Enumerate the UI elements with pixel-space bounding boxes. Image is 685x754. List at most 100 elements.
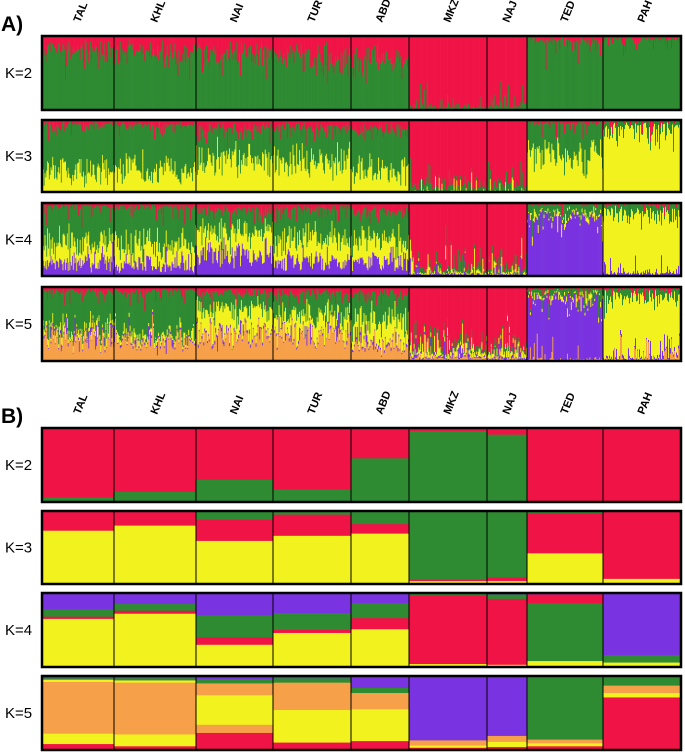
individual-bar-segment bbox=[60, 120, 63, 134]
individual-bar-segment bbox=[504, 120, 506, 187]
individual-bar-segment bbox=[228, 36, 230, 59]
individual-bar-segment bbox=[232, 36, 234, 61]
individual-bar-segment bbox=[513, 96, 515, 111]
individual-bar-segment bbox=[206, 203, 208, 215]
individual-bar-segment bbox=[369, 203, 371, 224]
individual-bar-segment bbox=[187, 269, 189, 277]
individual-bar-segment bbox=[116, 270, 119, 277]
individual-bar-segment bbox=[146, 237, 148, 256]
individual-bar-segment bbox=[574, 50, 577, 111]
individual-bar-segment bbox=[438, 36, 440, 109]
individual-bar-segment bbox=[221, 75, 223, 111]
individual-bar-segment bbox=[398, 210, 400, 225]
individual-bar-segment bbox=[259, 50, 261, 111]
individual-bar-segment bbox=[42, 169, 45, 193]
individual-bar-segment bbox=[326, 158, 329, 193]
individual-bar-segment bbox=[76, 123, 78, 180]
individual-bar-segment bbox=[624, 120, 626, 124]
individual-bar-segment bbox=[251, 203, 253, 215]
individual-bar-segment bbox=[248, 128, 250, 145]
individual-bar-segment bbox=[273, 244, 275, 257]
individual-bar-segment bbox=[465, 188, 467, 193]
individual-bar-segment bbox=[679, 122, 681, 125]
individual-bar-segment bbox=[340, 269, 343, 277]
individual-bar-segment bbox=[467, 180, 469, 192]
individual-bar-segment bbox=[72, 124, 74, 176]
individual-bar-segment bbox=[294, 51, 296, 111]
individual-bar-segment bbox=[426, 186, 428, 193]
individual-bar-segment bbox=[251, 129, 253, 164]
individual-bar-segment bbox=[205, 167, 207, 193]
individual-bar-segment bbox=[325, 203, 327, 207]
individual-bar-segment bbox=[574, 36, 577, 51]
individual-bar-segment bbox=[170, 124, 172, 159]
individual-bar-segment bbox=[623, 55, 625, 111]
individual-bar-segment bbox=[362, 259, 364, 277]
individual-bar-segment bbox=[323, 120, 325, 129]
individual-bar-segment bbox=[437, 187, 440, 192]
individual-bar-segment bbox=[57, 120, 59, 126]
individual-bar-segment bbox=[399, 62, 401, 111]
individual-bar-segment bbox=[392, 36, 394, 65]
individual-bar-segment bbox=[227, 148, 229, 160]
individual-bar-segment bbox=[564, 45, 566, 111]
individual-bar-segment bbox=[618, 126, 620, 193]
individual-bar-segment bbox=[149, 208, 151, 229]
individual-bar-segment bbox=[141, 178, 143, 193]
individual-bar-segment bbox=[362, 203, 364, 211]
individual-bar-segment bbox=[167, 67, 170, 111]
individual-bar-segment bbox=[235, 120, 237, 131]
individual-bar-segment bbox=[251, 163, 253, 193]
individual-bar-segment bbox=[226, 203, 228, 208]
individual-bar-segment bbox=[139, 208, 141, 232]
individual-bar-segment bbox=[237, 134, 239, 179]
individual-bar-segment bbox=[193, 125, 195, 168]
individual-bar-segment bbox=[301, 53, 304, 111]
individual-bar-segment bbox=[371, 49, 373, 111]
individual-bar-segment bbox=[598, 122, 600, 156]
individual-bar-segment bbox=[72, 125, 75, 182]
individual-bar-segment bbox=[405, 241, 407, 254]
individual-bar-segment bbox=[200, 120, 202, 141]
individual-bar-segment bbox=[377, 135, 379, 175]
individual-bar-segment bbox=[434, 120, 436, 189]
individual-bar-segment bbox=[299, 51, 301, 111]
individual-bar-segment bbox=[453, 120, 455, 176]
individual-bar-segment bbox=[452, 36, 454, 99]
individual-bar-segment bbox=[255, 259, 257, 277]
individual-bar-segment bbox=[325, 205, 327, 239]
individual-bar-segment bbox=[166, 264, 169, 277]
individual-bar-segment bbox=[217, 236, 219, 264]
individual-bar-segment bbox=[403, 210, 405, 242]
individual-bar-segment bbox=[77, 238, 79, 263]
individual-bar-segment bbox=[98, 206, 100, 249]
individual-bar-segment bbox=[407, 120, 409, 138]
individual-bar-segment bbox=[313, 120, 316, 142]
individual-bar-segment bbox=[290, 209, 292, 229]
individual-bar-segment bbox=[112, 203, 114, 208]
individual-bar-segment bbox=[206, 36, 208, 47]
individual-bar-segment bbox=[81, 265, 83, 277]
individual-bar-segment bbox=[209, 231, 212, 243]
individual-bar-segment bbox=[183, 203, 185, 206]
individual-bar-segment bbox=[236, 166, 238, 193]
individual-bar-segment bbox=[593, 123, 595, 141]
individual-bar-segment bbox=[343, 36, 345, 51]
individual-bar-segment bbox=[42, 133, 45, 170]
individual-bar-segment bbox=[661, 36, 663, 41]
individual-bar-segment bbox=[425, 176, 427, 192]
individual-bar-segment bbox=[335, 120, 337, 135]
individual-bar-segment bbox=[384, 212, 387, 242]
individual-bar-segment bbox=[409, 36, 412, 107]
individual-bar-segment bbox=[565, 36, 567, 39]
individual-bar-segment bbox=[392, 228, 394, 247]
individual-bar-segment bbox=[196, 120, 199, 158]
individual-bar-segment bbox=[60, 129, 62, 161]
individual-bar-segment bbox=[317, 36, 319, 46]
individual-bar-segment bbox=[379, 237, 381, 265]
individual-bar-segment bbox=[246, 214, 248, 224]
individual-bar-segment bbox=[267, 203, 269, 209]
individual-bar-segment bbox=[435, 174, 437, 177]
individual-bar-segment bbox=[261, 203, 263, 206]
individual-bar-segment bbox=[96, 122, 99, 168]
